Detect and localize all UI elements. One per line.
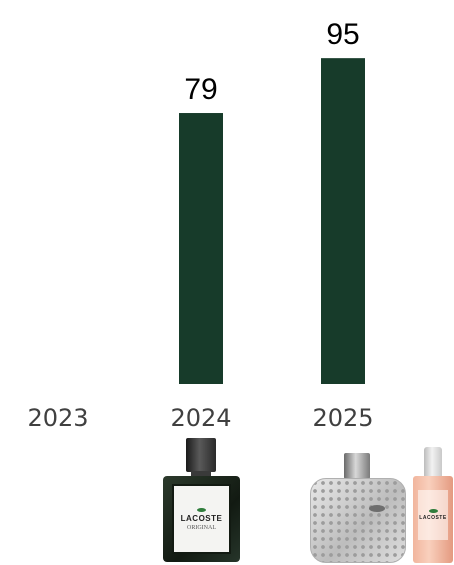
bottle-subtitle-text: ORIGINAL bbox=[187, 524, 216, 531]
bottle-cap bbox=[344, 453, 370, 479]
bar-2024 bbox=[179, 113, 223, 384]
bottle-brand-text: LACOSTE bbox=[180, 513, 223, 523]
lacoste-silver-bottle-icon bbox=[310, 453, 406, 563]
data-label-2024: 79 bbox=[184, 73, 217, 106]
crocodile-logo-icon bbox=[197, 507, 206, 512]
lacoste-pink-bottle-icon: LACOSTE bbox=[413, 447, 453, 563]
bottle-label: LACOSTE ORIGINAL bbox=[172, 484, 231, 554]
bar-chart: 2023 79 2024 95 2025 bbox=[27, 18, 373, 432]
bottle-neck bbox=[191, 471, 211, 477]
x-tick-label-2024: 2024 bbox=[170, 404, 231, 432]
crocodile-logo-icon bbox=[428, 509, 438, 513]
bottle-body: LACOSTE ORIGINAL bbox=[163, 476, 240, 562]
bar-2025 bbox=[321, 58, 365, 385]
bottle-brand-text: LACOSTE bbox=[419, 515, 447, 521]
data-label-2025: 95 bbox=[326, 18, 359, 51]
bottle-body bbox=[310, 478, 406, 563]
bottle-cap bbox=[186, 438, 216, 472]
lacoste-original-bottle-icon: LACOSTE ORIGINAL bbox=[163, 438, 240, 562]
bottle-cap bbox=[424, 447, 442, 477]
bottle-body: LACOSTE bbox=[413, 476, 453, 563]
bottle-label: LACOSTE bbox=[418, 490, 448, 540]
crocodile-logo-icon bbox=[369, 505, 385, 512]
x-tick-label-2025: 2025 bbox=[312, 404, 373, 432]
x-tick-label-2023: 2023 bbox=[27, 404, 88, 432]
